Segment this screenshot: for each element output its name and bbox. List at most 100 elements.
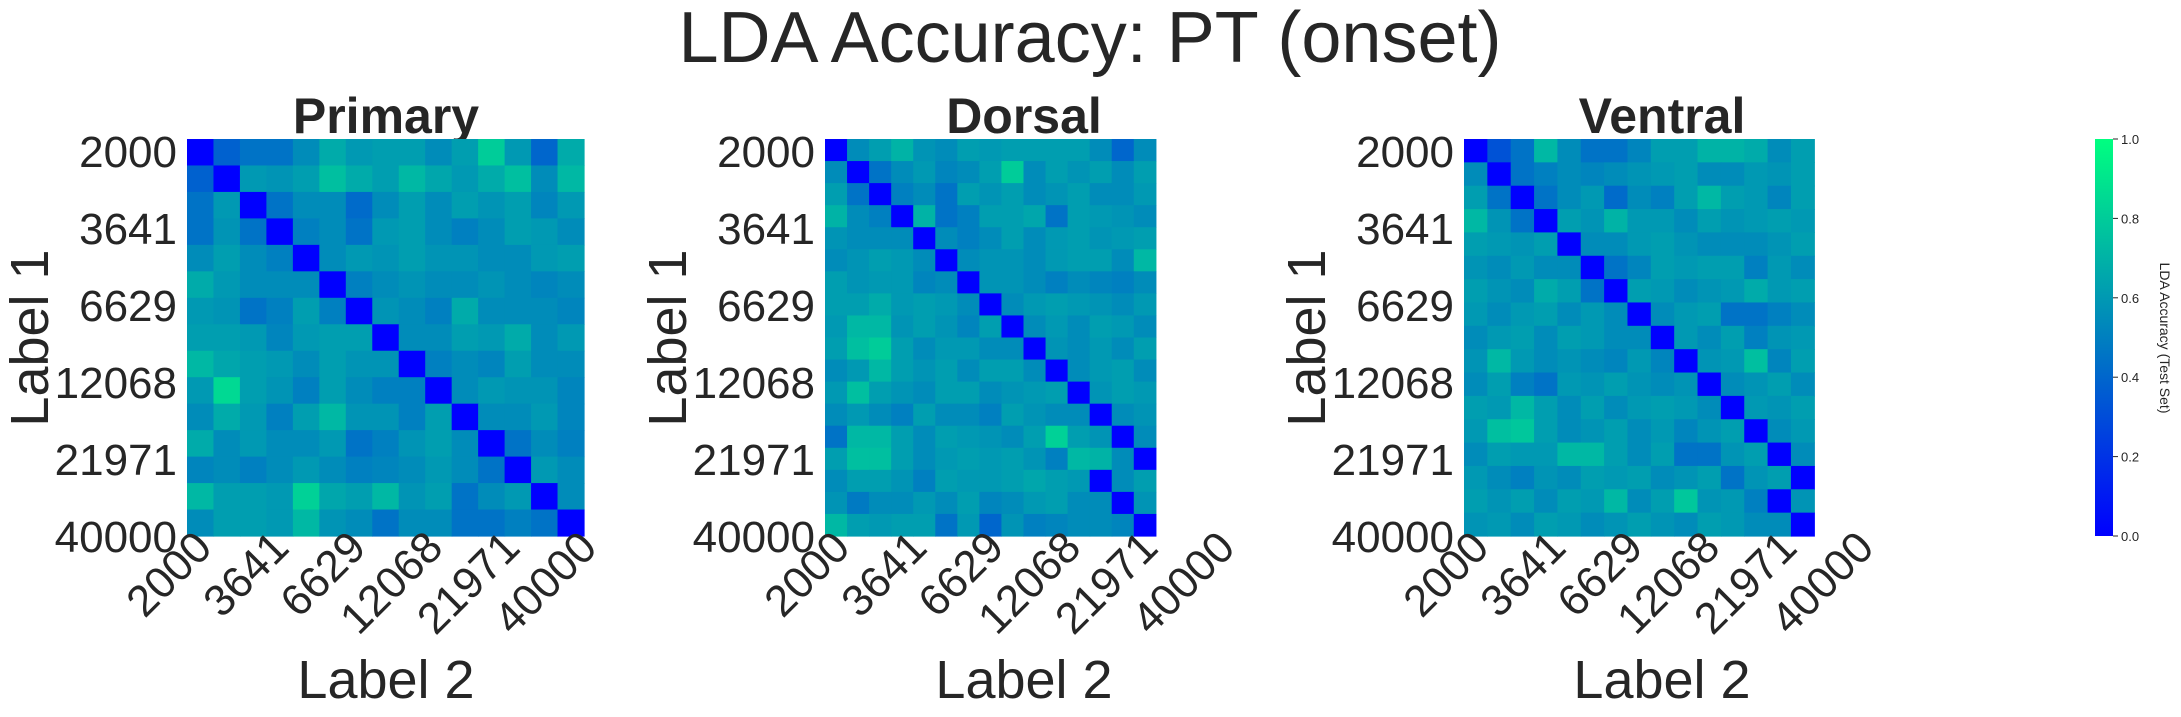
heatmap-cell (979, 491, 1003, 515)
heatmap-cell (847, 205, 870, 228)
heatmap-cell (825, 469, 848, 493)
heatmap-cell (1534, 279, 1559, 304)
heatmap-cell (935, 249, 958, 272)
heatmap-cell (1067, 359, 1091, 383)
heatmap-cell (478, 191, 506, 219)
heatmap-cell (1133, 227, 1157, 250)
heatmap-cell (266, 509, 294, 537)
heatmap-cell (1067, 161, 1091, 184)
heatmap-cell (979, 425, 1003, 449)
heatmap-cell (1089, 249, 1113, 272)
heatmap-cell (292, 191, 320, 219)
heatmap-cell (187, 191, 215, 219)
heatmap-cell (213, 191, 241, 219)
heatmap-cell (1133, 359, 1157, 383)
heatmap-cell (557, 165, 585, 193)
heatmap-cell (1650, 232, 1675, 257)
heatmap-cell (1487, 185, 1512, 210)
heatmap-cell (869, 447, 892, 471)
heatmap-cell (1464, 232, 1488, 257)
heatmap-cell (292, 430, 320, 458)
heatmap-cell (451, 430, 479, 458)
heatmap-cell (891, 249, 914, 272)
heatmap-cell (1580, 395, 1605, 420)
heatmap-cell (425, 271, 453, 299)
heatmap-cell (531, 165, 559, 193)
heatmap-cell (1001, 491, 1025, 515)
y-tick-label: 3641 (1356, 205, 1454, 254)
heatmap-cell (451, 483, 479, 511)
heatmap-cell (957, 293, 980, 317)
heatmap-cell (847, 403, 870, 427)
heatmap-cell (913, 227, 936, 250)
heatmap-cell (825, 139, 848, 162)
heatmap-cell (1133, 293, 1157, 317)
heatmap-cell (425, 165, 453, 193)
heatmap-cell (213, 377, 241, 405)
heatmap-cell (1001, 425, 1025, 449)
heatmap-cell (1650, 419, 1675, 444)
heatmap-cell (1767, 372, 1792, 397)
heatmap-cell (504, 483, 532, 511)
heatmap-cell (913, 403, 936, 427)
heatmap-cell (557, 456, 585, 484)
heatmap-cell (557, 297, 585, 325)
heatmap-cell (1650, 489, 1675, 514)
heatmap-cell (891, 381, 914, 405)
heatmap-cell (1580, 139, 1605, 163)
y-tick-label: 21971 (1332, 436, 1454, 485)
heatmap-cell (451, 191, 479, 219)
heatmap-cell (557, 324, 585, 352)
heatmap-cell (869, 161, 892, 184)
heatmap-cell (891, 469, 914, 493)
heatmap-cell (1720, 442, 1745, 467)
heatmap-cell (345, 165, 373, 193)
heatmap-cell (478, 244, 506, 272)
heatmap-cell (345, 244, 373, 272)
heatmap-cell (1510, 162, 1535, 187)
heatmap-cell (1001, 183, 1025, 206)
heatmap-cell (913, 513, 936, 537)
heatmap-cell (1790, 209, 1815, 234)
heatmap-cell (913, 249, 936, 272)
heatmap-cell (1604, 489, 1629, 514)
heatmap-cell (1744, 279, 1769, 304)
heatmap-cell (935, 403, 958, 427)
heatmap-cell (1627, 209, 1652, 234)
heatmap-cell (451, 324, 479, 352)
heatmap-cell (1674, 372, 1699, 397)
heatmap-cell (1133, 315, 1157, 339)
heatmap-cell (319, 271, 347, 299)
heatmap-cell (1534, 162, 1559, 187)
heatmap-cell (478, 139, 506, 167)
heatmap-cell (345, 271, 373, 299)
heatmap-cell (425, 430, 453, 458)
heatmap-cell (239, 297, 267, 325)
heatmap-cell (187, 377, 215, 405)
heatmap-cell (1487, 442, 1512, 467)
heatmap-cell (869, 381, 892, 405)
heatmap-cell (1045, 139, 1069, 162)
heatmap-cell (1045, 491, 1069, 515)
heatmap-cell (1464, 162, 1488, 187)
heatmap-cell (1674, 325, 1699, 350)
heatmap-cell (239, 191, 267, 219)
y-tick-label: 2000 (79, 128, 177, 177)
heatmap-cell (372, 509, 400, 537)
heatmap-cell (1580, 512, 1605, 537)
heatmap-cell (319, 350, 347, 378)
heatmap-cell (425, 139, 453, 167)
heatmap-cell (1767, 442, 1792, 467)
heatmap-cell (1627, 139, 1652, 163)
heatmap-cell (557, 139, 585, 167)
heatmap-cell (292, 509, 320, 537)
heatmap-cell (1720, 465, 1745, 490)
heatmap-cell (451, 139, 479, 167)
panel-title: Primary (293, 88, 479, 144)
heatmap-cell (1650, 395, 1675, 420)
heatmap-cell (979, 139, 1003, 162)
heatmap-cell (957, 491, 980, 515)
x-axis-label: Label 2 (297, 650, 474, 710)
heatmap-cell (504, 350, 532, 378)
